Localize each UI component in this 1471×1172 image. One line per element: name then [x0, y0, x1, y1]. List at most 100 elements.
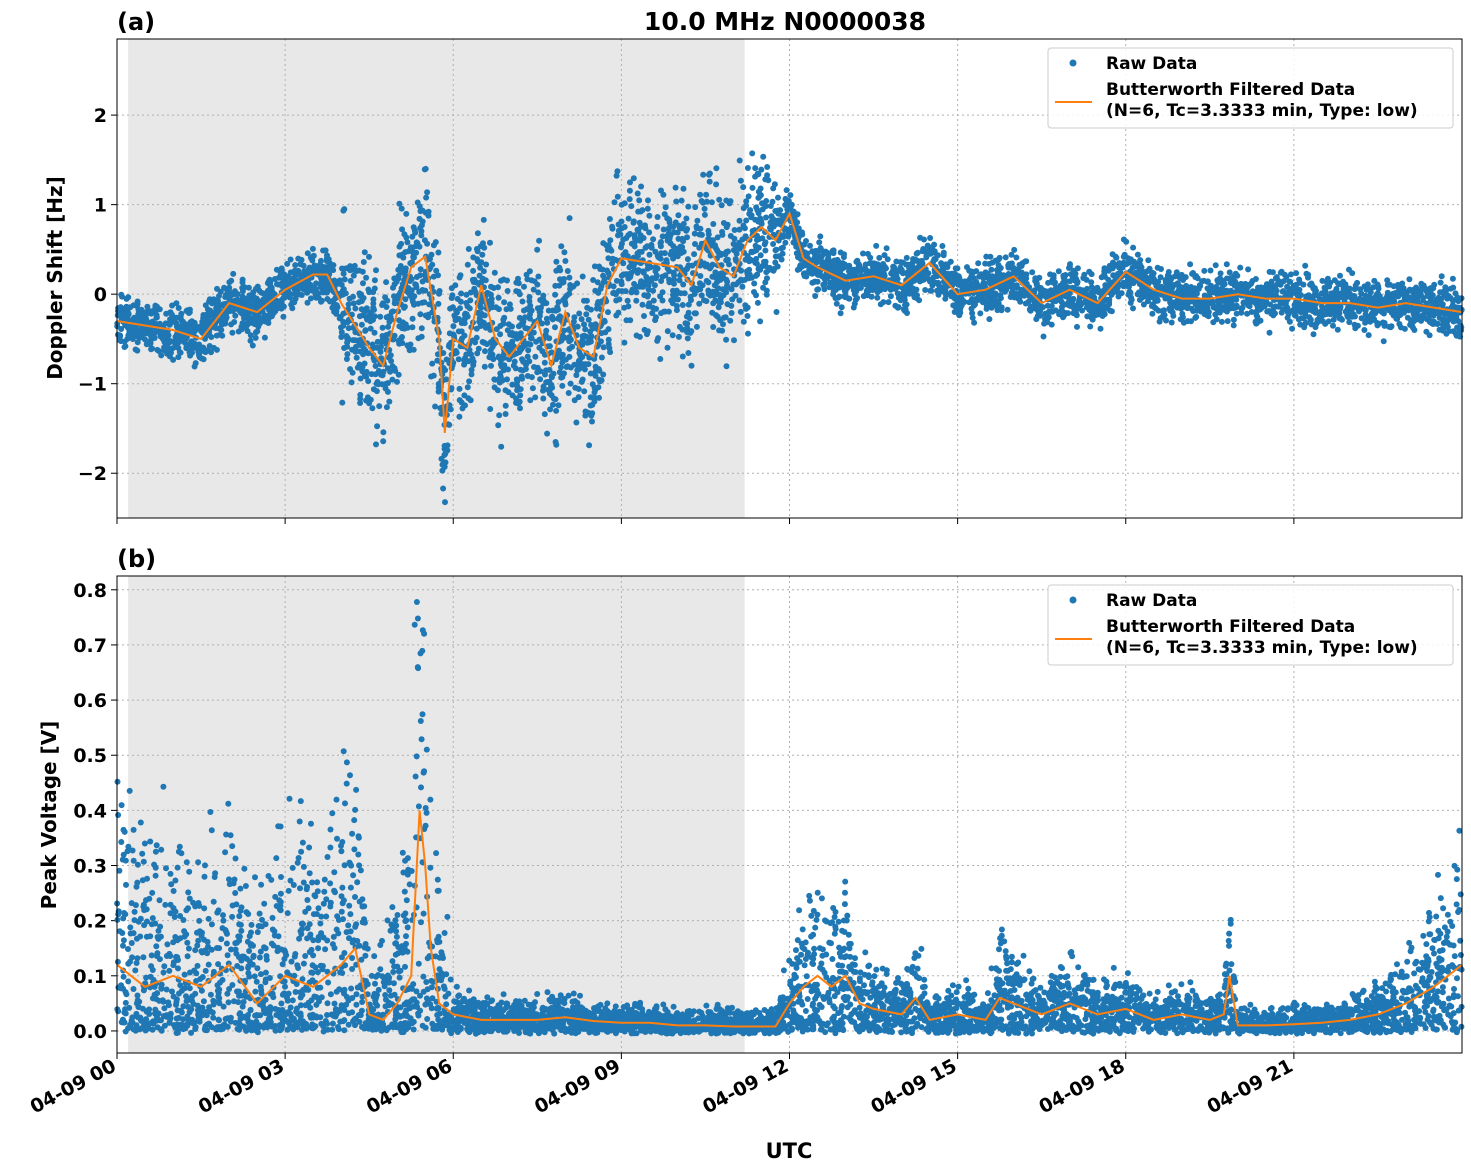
raw-data-point: [338, 334, 345, 340]
raw-data-point: [521, 283, 527, 290]
raw-data-point: [1319, 277, 1326, 284]
raw-data-point: [803, 238, 809, 244]
raw-data-point: [1213, 316, 1220, 323]
raw-data-point: [357, 292, 364, 299]
raw-data-point: [550, 401, 556, 408]
raw-data-point: [498, 443, 505, 450]
raw-data-point: [749, 150, 756, 157]
raw-data-point: [1066, 265, 1072, 271]
raw-data-point: [252, 329, 259, 336]
raw-data-point: [912, 256, 919, 263]
raw-data-point: [641, 313, 647, 319]
raw-data-point: [534, 246, 541, 253]
raw-data-point: [1030, 303, 1036, 310]
raw-data-point: [453, 349, 460, 356]
raw-data-point: [630, 175, 637, 182]
raw-data-point: [170, 356, 177, 363]
raw-data-point: [1311, 285, 1318, 292]
raw-data-point: [1005, 262, 1012, 269]
raw-data-point: [566, 338, 573, 345]
raw-data-point: [720, 220, 727, 226]
raw-data-point: [123, 303, 130, 310]
raw-data-point: [186, 349, 193, 356]
raw-data-point: [495, 294, 502, 301]
raw-data-point: [1454, 295, 1461, 302]
raw-data-point: [203, 311, 210, 318]
raw-data-point: [529, 385, 536, 392]
raw-data-point: [771, 217, 778, 224]
raw-data-point: [1424, 293, 1431, 300]
raw-data-point: [364, 394, 371, 401]
raw-data-point: [697, 191, 704, 198]
raw-data-point: [757, 252, 764, 259]
raw-data-point: [363, 274, 370, 281]
raw-data-point: [287, 256, 294, 263]
raw-data-point: [1013, 254, 1020, 261]
raw-data-point: [339, 287, 346, 294]
raw-data-point: [1345, 293, 1352, 300]
raw-data-point: [610, 283, 617, 290]
raw-data-point: [357, 375, 364, 382]
raw-data-point: [228, 277, 235, 284]
raw-data-point: [1223, 261, 1230, 268]
raw-data-point: [1156, 318, 1163, 325]
raw-data-point: [578, 378, 585, 385]
raw-data-point: [373, 267, 379, 274]
raw-data-point: [442, 459, 449, 466]
raw-data-point: [535, 273, 542, 280]
raw-data-point: [942, 295, 949, 302]
raw-data-point: [147, 331, 154, 338]
raw-data-point: [683, 313, 690, 320]
raw-data-point: [213, 346, 220, 353]
raw-data-point: [435, 300, 442, 307]
raw-data-point: [779, 244, 786, 251]
raw-data-point: [553, 258, 560, 265]
raw-data-point: [564, 268, 571, 274]
raw-data-point: [977, 310, 984, 317]
raw-data-point: [1207, 290, 1214, 297]
raw-data-point: [982, 260, 989, 267]
raw-data-point: [284, 260, 291, 267]
raw-data-point: [911, 294, 918, 301]
raw-data-point: [379, 324, 386, 331]
raw-data-point: [1233, 296, 1240, 303]
raw-data-point: [559, 382, 566, 389]
raw-data-point: [947, 290, 954, 297]
raw-data-point: [927, 235, 934, 241]
raw-data-point: [971, 319, 978, 326]
raw-data-point: [811, 279, 818, 285]
raw-data-point: [1029, 269, 1036, 276]
raw-data-point: [504, 277, 510, 284]
raw-data-point: [698, 292, 705, 299]
raw-data-point: [598, 283, 605, 289]
raw-data-point: [625, 215, 632, 222]
raw-data-point: [807, 242, 813, 249]
raw-data-point: [531, 364, 537, 370]
raw-data-point: [654, 337, 661, 344]
raw-data-point: [364, 316, 371, 323]
raw-data-point: [475, 345, 482, 352]
raw-data-point: [837, 310, 844, 317]
raw-data-point: [474, 279, 481, 286]
raw-data-point: [1037, 285, 1044, 291]
raw-data-point: [1155, 282, 1161, 289]
raw-data-point: [487, 350, 494, 357]
raw-data-point: [515, 400, 522, 407]
raw-data-point: [836, 293, 843, 300]
raw-data-point: [899, 292, 906, 299]
raw-data-point: [227, 293, 233, 300]
raw-data-point: [457, 298, 464, 305]
raw-data-point: [1086, 306, 1093, 313]
raw-data-point: [1358, 315, 1365, 322]
raw-data-point: [309, 245, 316, 252]
raw-data-point: [832, 286, 839, 293]
raw-data-point: [650, 236, 657, 243]
raw-data-point: [703, 298, 710, 305]
raw-data-point: [913, 250, 920, 257]
raw-data-point: [1346, 319, 1353, 326]
raw-data-point: [559, 335, 566, 342]
raw-data-point: [1230, 322, 1237, 329]
raw-data-point: [526, 294, 533, 300]
raw-data-point: [1088, 284, 1095, 291]
raw-data-point: [1227, 305, 1234, 312]
